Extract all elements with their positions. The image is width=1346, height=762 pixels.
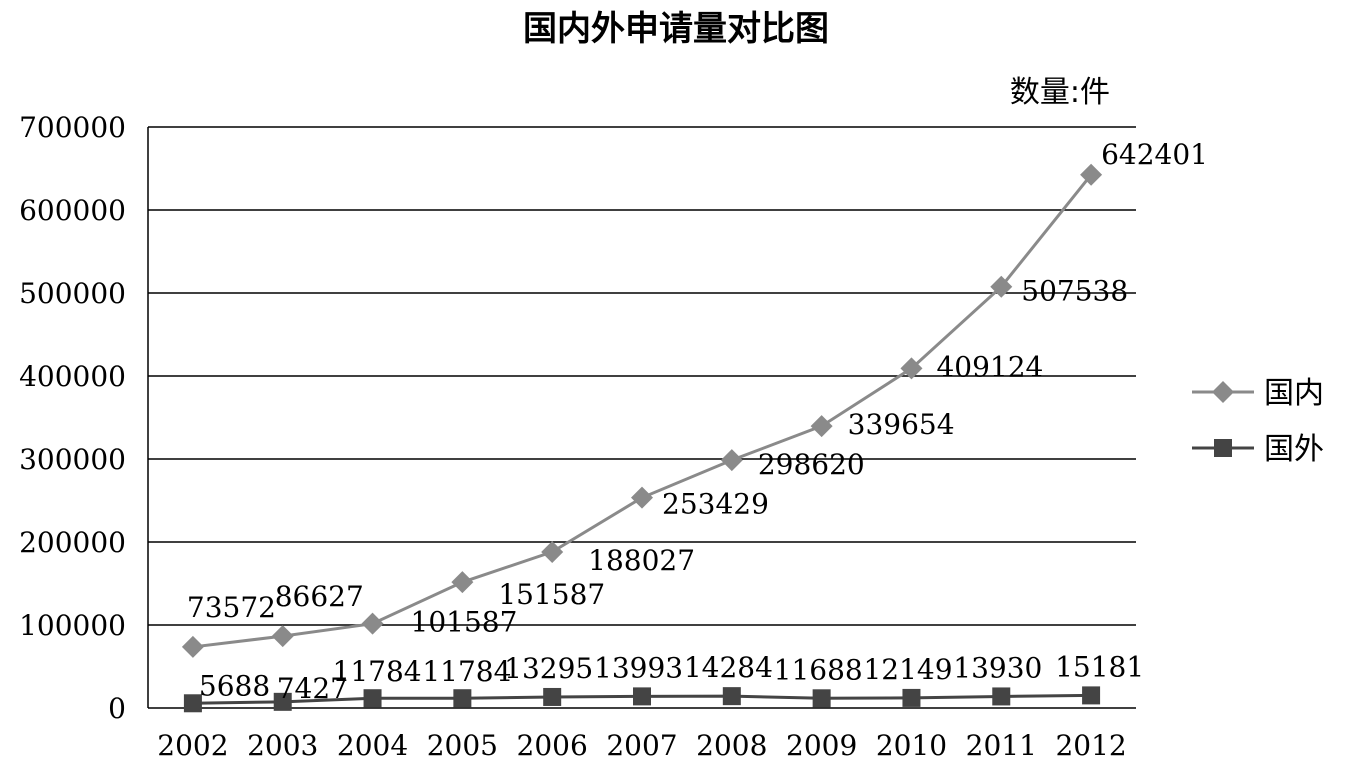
unit-label: 数量:件 bbox=[1010, 75, 1110, 110]
gridlines bbox=[148, 126, 1136, 626]
data-point bbox=[631, 486, 653, 509]
data-label: 253429 bbox=[662, 488, 769, 521]
data-point bbox=[720, 449, 743, 472]
y-tick-labels: 0 100000 200000 300000 400000 500000 600000 700… bbox=[19, 111, 126, 725]
data-point bbox=[902, 688, 921, 707]
data-label: 11784 bbox=[422, 655, 511, 688]
data-point bbox=[992, 687, 1011, 706]
data-label: 11784 bbox=[333, 655, 422, 688]
data-label: 188027 bbox=[588, 544, 695, 577]
data-point bbox=[183, 694, 202, 713]
data-point bbox=[633, 687, 651, 706]
data-point bbox=[543, 687, 562, 706]
y-tick-label: 200000 bbox=[19, 526, 126, 559]
data-label: 507538 bbox=[1021, 275, 1128, 308]
legend-label: 国内 bbox=[1264, 376, 1324, 411]
y-tick-label: 400000 bbox=[19, 360, 126, 393]
data-label: 13295 bbox=[504, 652, 593, 685]
y-tick-label: 300000 bbox=[19, 443, 126, 476]
data-point bbox=[1082, 686, 1101, 705]
data-label: 15181 bbox=[1055, 650, 1144, 683]
data-label: 5688 bbox=[199, 669, 270, 702]
data-point bbox=[363, 689, 382, 708]
x-tick-label: 2007 bbox=[606, 729, 677, 762]
data-point bbox=[273, 692, 292, 711]
data-label: 11688 bbox=[774, 653, 863, 686]
y-tick-label: 100000 bbox=[19, 609, 126, 642]
y-tick-label: 0 bbox=[108, 692, 126, 725]
data-label: 13930 bbox=[953, 651, 1042, 684]
data-point bbox=[990, 275, 1013, 298]
x-tick-label: 2008 bbox=[696, 729, 767, 762]
data-point bbox=[453, 689, 472, 708]
data-point bbox=[361, 612, 384, 635]
x-tick-label: 2012 bbox=[1055, 729, 1126, 762]
data-label: 7427 bbox=[277, 672, 348, 705]
data-label: 86627 bbox=[275, 580, 364, 613]
data-label: 298620 bbox=[758, 448, 865, 481]
data-label: 409124 bbox=[936, 350, 1043, 383]
data-label: 14284 bbox=[684, 651, 773, 684]
data-label: 151587 bbox=[498, 578, 605, 611]
data-label: 101587 bbox=[411, 606, 518, 639]
x-tick-label: 2009 bbox=[786, 729, 857, 762]
data-label: 73572 bbox=[187, 591, 276, 624]
data-point bbox=[271, 625, 294, 648]
data-label: 12149 bbox=[863, 653, 952, 686]
x-tick-label: 2003 bbox=[247, 729, 318, 762]
data-point bbox=[451, 571, 474, 594]
data-point bbox=[722, 687, 741, 706]
x-tick-label: 2010 bbox=[876, 729, 947, 762]
data-point bbox=[810, 415, 833, 438]
x-tick-label: 2005 bbox=[427, 729, 498, 762]
chart-title: 国内外申请量对比图 bbox=[523, 9, 829, 49]
data-point bbox=[812, 689, 831, 708]
legend-label: 国外 bbox=[1264, 432, 1324, 467]
x-tick-label: 2006 bbox=[517, 729, 588, 762]
data-point bbox=[181, 635, 204, 658]
data-point bbox=[541, 540, 564, 563]
x-tick-label: 2011 bbox=[966, 729, 1037, 762]
x-tick-label: 2004 bbox=[337, 729, 408, 762]
x-tick-label: 2002 bbox=[157, 729, 228, 762]
y-tick-label: 500000 bbox=[19, 277, 126, 310]
legend-marker bbox=[1214, 439, 1232, 457]
data-point bbox=[1080, 163, 1103, 186]
y-tick-label: 700000 bbox=[19, 111, 126, 144]
legend-item: 国内 bbox=[1192, 376, 1324, 411]
data-label: 642401 bbox=[1101, 138, 1208, 171]
data-label: 13993 bbox=[594, 651, 683, 684]
y-tick-label: 600000 bbox=[19, 194, 126, 227]
legend-marker bbox=[1212, 381, 1234, 403]
legend-item: 国外 bbox=[1192, 432, 1324, 467]
data-label: 339654 bbox=[848, 408, 955, 441]
x-tick-labels: 2002 2003 2004 2005 2006 2007 2008 2009 2010 2011… bbox=[157, 729, 1126, 762]
axes bbox=[147, 127, 1136, 709]
data-point bbox=[900, 357, 923, 380]
